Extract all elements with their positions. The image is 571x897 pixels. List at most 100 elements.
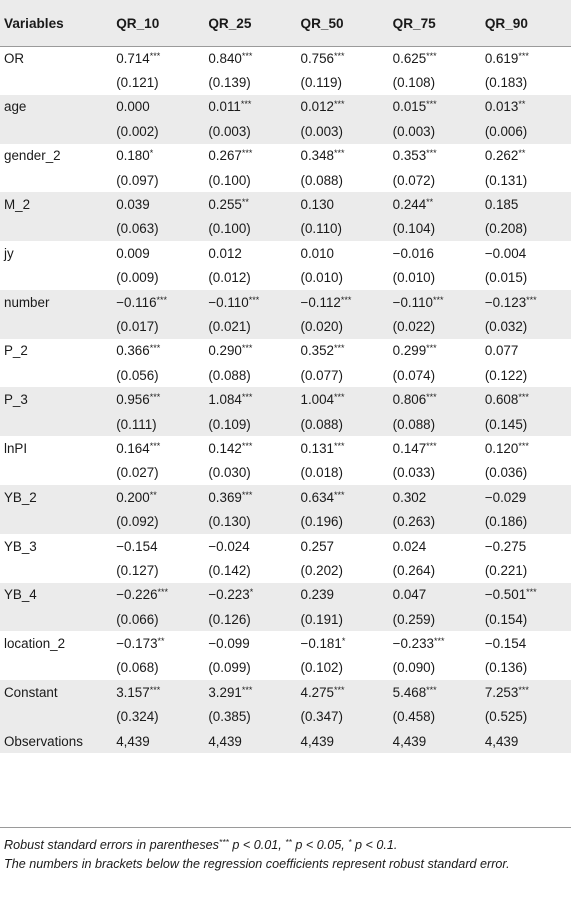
coefficient-value: 0.267 (208, 148, 242, 164)
coefficient-cell: 0.348*** (295, 144, 387, 168)
table-row: M_2 0.039 0.255** 0.130 0.244** 0.185 (0, 192, 571, 217)
variable-name: P_2 (4, 343, 28, 359)
coefficient-value: 1.084 (208, 392, 242, 408)
coefficient-value: 0.366 (116, 343, 150, 359)
significance-stars: *** (526, 294, 537, 305)
coefficient-value: 0.200 (116, 489, 150, 505)
standard-error-cell: (0.002) (116, 123, 159, 139)
standard-error-cell: (0.003) (300, 123, 343, 139)
standard-error-cell: (0.015) (484, 270, 528, 286)
coefficient-value: 0.147 (392, 440, 427, 456)
coefficient-value: 0.352 (300, 343, 335, 359)
coefficient-value: 0.348 (300, 148, 335, 164)
coefficient-value: 0.302 (392, 489, 427, 505)
empty-cell (0, 168, 110, 192)
table-row: P_2 0.366*** 0.290*** 0.352*** 0.299*** 0.077 (0, 338, 571, 364)
coefficient-value: −0.233 (392, 636, 434, 652)
variable-name: jy (4, 245, 14, 261)
significance-stars: * (249, 587, 254, 598)
coefficient-value: 0.290 (208, 343, 242, 359)
coefficient-cell: 5.468*** (387, 680, 479, 704)
coefficient-cell: −0.123*** (479, 290, 571, 314)
variable-name: lnPI (4, 440, 28, 456)
coefficient-cell: 0.302 (387, 485, 479, 509)
table-row: age 0.000 0.011*** 0.012*** 0.015*** 0.013** (0, 94, 571, 120)
coefficient-cell: −0.004 (479, 241, 571, 265)
coefficient-cell: 0.142*** (202, 436, 294, 460)
header-divider (0, 46, 571, 47)
significance-stars: ** (518, 148, 526, 159)
standard-error-cell: (0.221) (484, 562, 528, 578)
standard-error-cell: (0.021) (208, 318, 251, 334)
standard-error-cell: (0.006) (484, 123, 528, 139)
significance-stars: *** (426, 99, 437, 110)
coefficient-cell: 0.634*** (295, 485, 387, 509)
coefficient-value: 0.142 (208, 440, 242, 456)
header-qr-90: QR_90 (484, 15, 528, 31)
coefficient-value: 0.239 (300, 587, 335, 603)
coefficient-value: 0.039 (116, 197, 150, 213)
significance-stars: *** (149, 50, 161, 61)
standard-error-cell: (0.145) (484, 416, 528, 432)
coefficient-cell: −0.024 (202, 534, 294, 558)
standard-error-cell: (0.202) (300, 562, 343, 578)
significance-stars: ** (518, 99, 526, 110)
standard-error-cell: (0.017) (116, 318, 159, 334)
regression-table: Variables QR_10 QR_25 QR_50 QR_75 QR_90 … (0, 0, 571, 754)
standard-error-cell: (0.130) (208, 514, 251, 530)
empty-cell (0, 705, 110, 729)
coefficient-value: −0.123 (484, 294, 527, 310)
coefficient-cell: 0.239 (295, 583, 387, 607)
coefficient-cell: 0.608*** (479, 387, 571, 411)
coefficient-cell: 1.084*** (202, 387, 294, 411)
standard-error-cell: (0.056) (116, 367, 159, 383)
significance-stars: *** (149, 684, 161, 695)
standard-error-cell: (0.100) (208, 221, 251, 237)
variable-name: YB_3 (4, 538, 37, 554)
significance-stars: *** (156, 294, 168, 305)
observations-value: 4,439 (116, 733, 150, 749)
coefficient-value: −0.181 (300, 636, 342, 652)
header-qr-10: QR_10 (116, 15, 160, 31)
coefficient-value: −0.223 (208, 587, 250, 603)
coefficient-cell: 7.253*** (479, 680, 571, 704)
significance-stars: *** (518, 440, 529, 451)
coefficient-cell: −0.112*** (295, 290, 387, 314)
standard-error-cell: (0.012) (208, 270, 251, 286)
coefficient-value: −0.016 (392, 245, 434, 261)
standard-error-cell: (0.109) (208, 416, 251, 432)
significance-stars: *** (334, 489, 345, 500)
coefficient-cell: −0.223* (202, 583, 294, 607)
coefficient-cell: 0.257 (295, 534, 387, 558)
significance-stars: *** (241, 684, 253, 695)
table-row: (0.063) (0.100) (0.110) (0.104) (0.208) (0, 216, 571, 242)
standard-error-cell: (0.068) (116, 660, 159, 676)
standard-error-cell: (0.027) (116, 465, 159, 481)
coefficient-cell: 0.625*** (387, 46, 479, 70)
standard-error-cell: (0.090) (392, 660, 436, 676)
standard-error-cell: (0.077) (300, 367, 343, 383)
coefficient-cell: −0.181* (295, 631, 387, 655)
table-row: (0.127) (0.142) (0.202) (0.264) (0.221) (0, 558, 571, 583)
standard-error-cell: (0.010) (392, 270, 436, 286)
coefficient-value: −0.275 (484, 538, 527, 554)
standard-error-cell: (0.102) (300, 660, 343, 676)
coefficient-cell: 0.353*** (387, 144, 479, 168)
coefficient-cell: 0.131*** (295, 436, 387, 460)
standard-error-cell: (0.100) (208, 172, 251, 188)
coefficient-cell: 0.009 (110, 241, 202, 265)
standard-error-cell: (0.110) (300, 221, 342, 237)
standard-error-cell: (0.324) (116, 709, 159, 725)
coefficient-value: 0.010 (300, 245, 335, 261)
coefficient-cell: 0.369*** (202, 485, 294, 509)
observations-label: Observations (4, 733, 83, 749)
significance-stars: *** (149, 440, 161, 451)
standard-error-cell: (0.208) (484, 221, 528, 237)
coefficient-value: −0.501 (484, 587, 527, 603)
observations-row: Observations 4,439 4,439 4,439 4,439 4,439 (0, 728, 571, 754)
standard-error-cell: (0.009) (116, 270, 159, 286)
header-qr-25: QR_25 (208, 15, 252, 31)
coefficient-value: 0.608 (484, 392, 519, 408)
coefficient-cell: 0.290*** (202, 339, 294, 363)
table-row: Constant 3.157*** 3.291*** 4.275*** 5.468***… (0, 680, 571, 705)
